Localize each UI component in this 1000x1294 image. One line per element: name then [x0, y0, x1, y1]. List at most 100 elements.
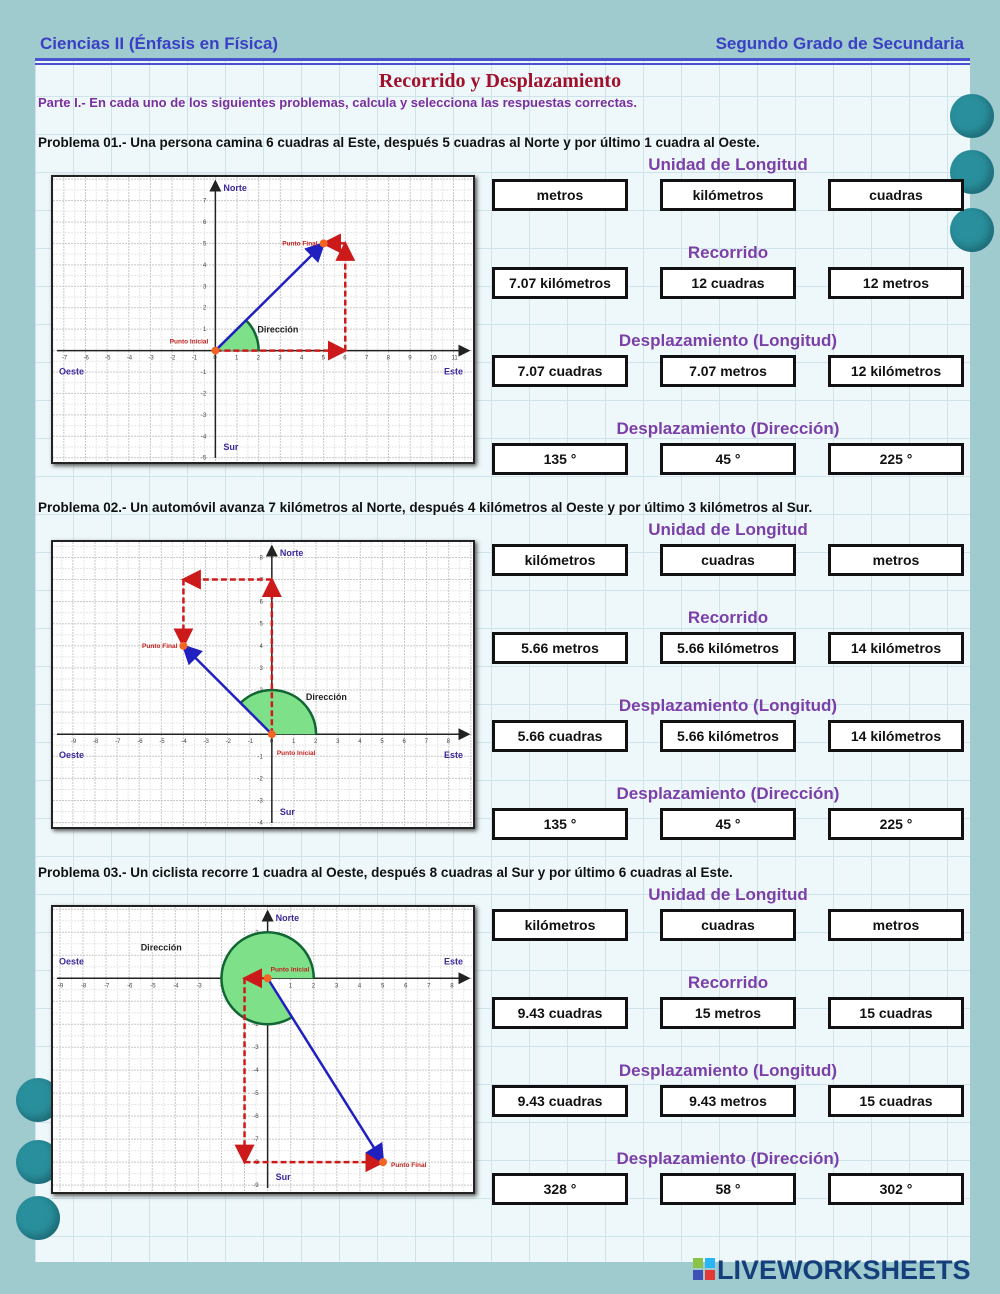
answer-option[interactable]: 135 ° — [492, 443, 628, 475]
coordinate-graph: -9-8-7-6-5-4-3-2-1012345678-4-3-2-112345… — [51, 540, 475, 829]
answer-option[interactable]: 9.43 cuadras — [492, 997, 628, 1029]
south-label: Sur — [276, 1172, 292, 1182]
answer-option[interactable]: metros — [828, 544, 964, 576]
y-tick-label: -3 — [201, 413, 207, 419]
answer-option[interactable]: 15 cuadras — [828, 1085, 964, 1117]
start-point — [211, 346, 220, 355]
answer-option[interactable]: 14 kilómetros — [828, 632, 964, 664]
x-tick-label: 6 — [343, 356, 347, 362]
x-tick-label: -5 — [159, 739, 165, 745]
answer-option[interactable]: 7.07 kilómetros — [492, 267, 628, 299]
answer-option[interactable]: 5.66 kilómetros — [660, 632, 796, 664]
answer-option[interactable]: 5.66 cuadras — [492, 720, 628, 752]
answer-option[interactable]: 9.43 metros — [660, 1085, 796, 1117]
answer-option[interactable]: 58 ° — [660, 1173, 796, 1205]
answer-option[interactable]: 225 ° — [828, 443, 964, 475]
y-tick-label: 1 — [203, 327, 207, 333]
answer-option[interactable]: kilómetros — [492, 909, 628, 941]
end-label: Punto Final — [142, 643, 178, 650]
answer-option[interactable]: 135 ° — [492, 808, 628, 840]
y-tick-label: -1 — [201, 370, 207, 376]
answer-option[interactable]: 7.07 metros — [660, 355, 796, 387]
north-label: Norte — [223, 183, 247, 193]
y-tick-label: 6 — [203, 220, 207, 226]
y-tick-label: -6 — [253, 1114, 259, 1120]
direction-label: Dirección — [141, 943, 182, 953]
section-title: Recorrido — [687, 243, 769, 262]
answer-option[interactable]: metros — [492, 179, 628, 211]
x-tick-label: -3 — [196, 983, 202, 989]
start-label: Punto Inicial — [271, 966, 310, 973]
x-tick-label: 2 — [314, 739, 318, 745]
x-tick-label: 6 — [402, 739, 406, 745]
y-tick-label: -2 — [257, 776, 263, 782]
direction-label: Dirección — [306, 692, 347, 702]
answer-option[interactable]: 15 cuadras — [828, 997, 964, 1029]
x-tick-label: 1 — [235, 356, 239, 362]
answer-option[interactable]: kilómetros — [660, 179, 796, 211]
y-tick-label: -1 — [257, 754, 263, 760]
decorative-circle — [950, 208, 994, 252]
south-label: Sur — [280, 807, 296, 817]
answer-option[interactable]: 12 cuadras — [660, 267, 796, 299]
answer-option[interactable]: 45 ° — [660, 808, 796, 840]
y-tick-label: 8 — [259, 555, 263, 561]
end-label: Punto Final — [282, 240, 318, 247]
x-tick-label: -5 — [105, 356, 111, 362]
x-tick-label: 4 — [358, 983, 362, 989]
x-tick-label: 5 — [381, 983, 385, 989]
x-tick-label: 5 — [322, 356, 326, 362]
direction-angle-fill — [215, 320, 259, 351]
x-tick-label: 6 — [404, 983, 408, 989]
answer-option[interactable]: 9.43 cuadras — [492, 1085, 628, 1117]
y-tick-label: -3 — [257, 798, 263, 804]
problem-statement: Problema 02.- Un automóvil avanza 7 kiló… — [38, 500, 813, 515]
x-tick-label: 7 — [427, 983, 431, 989]
x-tick-label: 3 — [278, 356, 282, 362]
x-tick-label: -8 — [81, 983, 87, 989]
logo-text: LIVEWORKSHEETS — [717, 1255, 971, 1285]
answer-option[interactable]: 302 ° — [828, 1173, 964, 1205]
answer-option[interactable]: 12 kilómetros — [828, 355, 964, 387]
east-label: Este — [444, 750, 463, 760]
answer-option[interactable]: 328 ° — [492, 1173, 628, 1205]
y-tick-label: -2 — [201, 391, 207, 397]
answer-option[interactable]: 5.66 metros — [492, 632, 628, 664]
section-title: Desplazamiento (Dirección) — [616, 784, 840, 803]
answer-option[interactable]: cuadras — [828, 179, 964, 211]
x-tick-label: -6 — [127, 983, 133, 989]
end-point — [179, 641, 188, 650]
x-tick-label: -2 — [226, 739, 232, 745]
x-tick-label: -2 — [170, 356, 176, 362]
answer-option[interactable]: kilómetros — [492, 544, 628, 576]
x-tick-label: 2 — [257, 356, 261, 362]
answer-option[interactable]: cuadras — [660, 909, 796, 941]
answer-option[interactable]: 225 ° — [828, 808, 964, 840]
answer-option[interactable]: cuadras — [660, 544, 796, 576]
x-tick-label: 8 — [447, 739, 451, 745]
x-tick-label: 3 — [336, 739, 340, 745]
graph-svg: -7 -6 -5 -4 -3 -2 -1 0 1 2 3 4 5 6 7 8 9 10 11 -5 -4 -3 -2 -1 1 2… — [52, 177, 473, 462]
answer-option[interactable]: metros — [828, 909, 964, 941]
coordinate-graph: -7 -6 -5 -4 -3 -2 -1 0 1 2 3 4 5 6 7 8 9 10 11 -5 -4 -3 -2 -1 1 2… — [51, 175, 475, 464]
answer-option[interactable]: 45 ° — [660, 443, 796, 475]
section-title: Desplazamiento (Dirección) — [616, 1149, 840, 1168]
x-tick-label: -8 — [93, 739, 99, 745]
x-tick-label: 0 — [213, 356, 217, 362]
problem-statement: Problema 03.- Un ciclista recorre 1 cuad… — [38, 865, 733, 880]
logo-icon — [693, 1257, 715, 1280]
decorative-circle — [950, 94, 994, 138]
liveworksheets-logo: LIVEWORKSHEETS — [693, 1255, 971, 1286]
problem-statement: Problema 01.- Una persona camina 6 cuadr… — [38, 135, 760, 150]
answer-option[interactable]: 12 metros — [828, 267, 964, 299]
displacement-vector — [266, 977, 385, 1165]
answer-option[interactable]: 14 kilómetros — [828, 720, 964, 752]
x-tick-label: 3 — [335, 983, 339, 989]
answer-option[interactable]: 7.07 cuadras — [492, 355, 628, 387]
y-tick-label: 6 — [259, 600, 263, 606]
answer-option[interactable]: 15 metros — [660, 997, 796, 1029]
end-point — [319, 239, 328, 248]
answer-option[interactable]: 5.66 kilómetros — [660, 720, 796, 752]
y-tick-label: 3 — [203, 284, 207, 290]
north-label: Norte — [280, 548, 304, 558]
